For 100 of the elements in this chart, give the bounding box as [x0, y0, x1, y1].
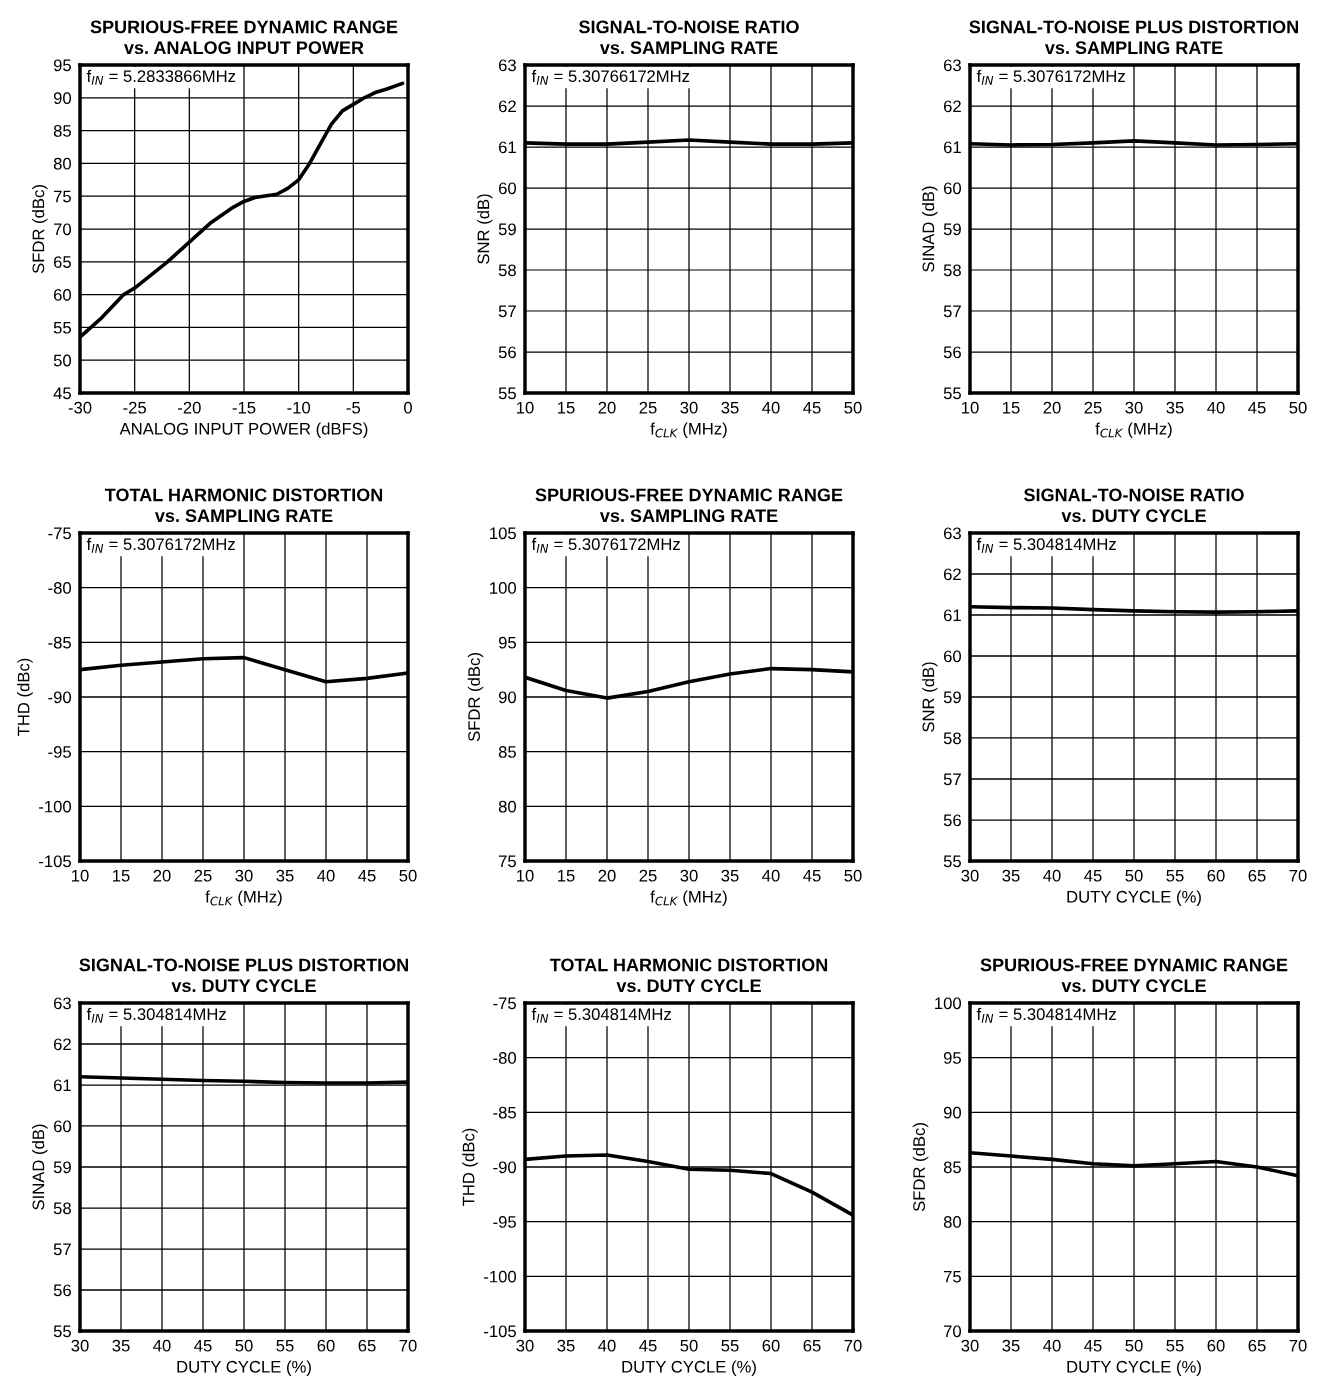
x-tick-label: 45 — [1084, 1339, 1102, 1352]
x-tick-label: 60 — [317, 1339, 335, 1352]
x-tick-label: 50 — [1125, 1339, 1143, 1352]
y-tick-label: -95 — [48, 746, 71, 758]
chart-title: SIGNAL-TO-NOISE RATIO vs. DUTY CYCLE — [1024, 488, 1244, 523]
y-tick-label: 80 — [498, 800, 517, 813]
x-tick-label: 10 — [517, 869, 534, 882]
x-tick-label: 40 — [762, 401, 780, 414]
y-tick-label: 85 — [498, 746, 516, 758]
x-tick-label: 70 — [1289, 1339, 1307, 1352]
y-tick-label: -105 — [39, 855, 71, 868]
x-tick-label: 20 — [598, 869, 616, 882]
x-tick-label: -25 — [123, 401, 147, 414]
x-tick-label: 30 — [961, 869, 979, 882]
x-tick-label: 35 — [112, 1339, 130, 1352]
x-tick-label: 10 — [517, 401, 534, 414]
y-tick-label: 55 — [498, 387, 516, 400]
y-tick-label: 63 — [943, 59, 961, 72]
y-tick-label: 58 — [498, 264, 516, 277]
x-tick-label: 30 — [71, 1339, 89, 1352]
x-tick-label: 45 — [1084, 869, 1102, 882]
x-tick-label: 30 — [235, 869, 253, 882]
y-tick-label: 100 — [935, 997, 962, 1010]
y-tick-label: 59 — [53, 1161, 71, 1174]
y-tick-label: 62 — [498, 100, 516, 113]
x-tick-label: 35 — [276, 869, 294, 882]
x-tick-label: 30 — [680, 869, 698, 882]
y-tick-label: -90 — [48, 691, 72, 704]
x-tick-label: 30 — [680, 401, 698, 414]
x-tick-label: 70 — [399, 1339, 417, 1352]
y-axis-title: THD (dBc) — [462, 1128, 478, 1206]
y-tick-label: 62 — [943, 100, 961, 113]
y-tick-label: 95 — [943, 1052, 961, 1064]
y-tick-label: -105 — [484, 1325, 516, 1338]
y-tick-label: 55 — [53, 321, 71, 334]
x-tick-label: 50 — [1125, 869, 1143, 882]
y-tick-label: 63 — [943, 527, 961, 540]
x-tick-label: 50 — [844, 401, 862, 414]
chart-title: SIGNAL-TO-NOISE RATIO vs. SAMPLING RATE — [579, 20, 799, 55]
y-tick-label: 58 — [53, 1202, 71, 1215]
x-tick-label: -10 — [287, 401, 311, 414]
x-tick-label: 40 — [598, 1339, 616, 1352]
y-tick-label: 61 — [53, 1079, 71, 1092]
y-axis-title: SINAD (dB) — [922, 186, 938, 272]
annotation: f$_{IN}$ = 5.304814MHz — [86, 1007, 226, 1023]
y-tick-label: 80 — [53, 157, 72, 170]
x-tick-label: 65 — [1248, 1339, 1266, 1352]
y-tick-label: 75 — [498, 855, 516, 868]
x-tick-label: 40 — [317, 869, 335, 882]
x-tick-label: 50 — [1289, 401, 1307, 414]
x-tick-label: 45 — [358, 869, 376, 882]
y-tick-label: -95 — [493, 1216, 516, 1228]
y-tick-label: 80 — [943, 1216, 962, 1228]
x-tick-label: 20 — [598, 401, 616, 414]
x-tick-label: 45 — [803, 401, 821, 414]
x-tick-label: 15 — [558, 869, 575, 882]
x-axis-title: f$_{CLK}$ (MHz) — [205, 890, 282, 906]
y-tick-label: 50 — [53, 354, 72, 367]
x-tick-label: 45 — [1248, 401, 1266, 414]
y-tick-label: 45 — [53, 387, 71, 400]
x-tick-label: 40 — [1207, 401, 1225, 414]
y-tick-label: 63 — [53, 997, 71, 1010]
y-tick-label: -100 — [39, 800, 72, 813]
x-tick-label: 25 — [1084, 401, 1102, 414]
annotation: f$_{IN}$ = 5.304814MHz — [531, 1007, 671, 1023]
x-tick-label: 60 — [1207, 869, 1225, 882]
x-tick-label: 15 — [113, 869, 130, 882]
x-tick-label: 60 — [762, 1339, 780, 1352]
x-axis-title: f$_{CLK}$ (MHz) — [650, 890, 727, 906]
y-axis-title: SNR (dB) — [477, 194, 493, 264]
x-tick-label: 50 — [844, 869, 862, 882]
y-tick-label: 57 — [943, 305, 961, 318]
x-tick-label: 55 — [721, 1339, 739, 1352]
x-tick-label: 65 — [358, 1339, 376, 1352]
x-tick-label: 30 — [961, 1339, 979, 1352]
y-tick-label: 60 — [943, 182, 962, 195]
x-tick-label: -5 — [346, 401, 361, 414]
x-tick-label: 15 — [558, 401, 575, 414]
x-tick-label: -30 — [68, 401, 92, 414]
y-tick-label: 65 — [53, 256, 71, 268]
y-tick-label: 90 — [943, 1106, 962, 1119]
x-tick-label: 45 — [194, 1339, 212, 1352]
y-tick-label: 90 — [498, 691, 517, 704]
x-axis-title: f$_{CLK}$ (MHz) — [1095, 422, 1172, 438]
x-axis-title: DUTY CYCLE (%) — [177, 1360, 311, 1376]
x-tick-label: 20 — [1043, 401, 1061, 414]
chart-title: SPURIOUS-FREE DYNAMIC RANGE vs. ANALOG INPUT POWER — [90, 20, 398, 55]
chart-title: SIGNAL-TO-NOISE PLUS DISTORTION vs. DUTY CYCLE — [79, 958, 408, 993]
chart-title: TOTAL HARMONIC DISTORTION vs. DUTY CYCLE — [549, 958, 828, 993]
y-tick-label: -90 — [493, 1161, 517, 1174]
y-tick-label: 57 — [498, 305, 516, 318]
x-axis-title: f$_{CLK}$ (MHz) — [650, 422, 727, 438]
y-tick-label: 55 — [943, 855, 961, 868]
annotation: f$_{IN}$ = 5.304814MHz — [976, 1007, 1116, 1023]
y-tick-label: 95 — [53, 59, 71, 72]
annotation: f$_{IN}$ = 5.3076172MHz — [976, 69, 1125, 85]
x-tick-label: 55 — [276, 1339, 294, 1352]
y-tick-label: 90 — [53, 92, 72, 104]
y-tick-label: -100 — [484, 1270, 517, 1283]
y-tick-label: 63 — [498, 59, 516, 72]
